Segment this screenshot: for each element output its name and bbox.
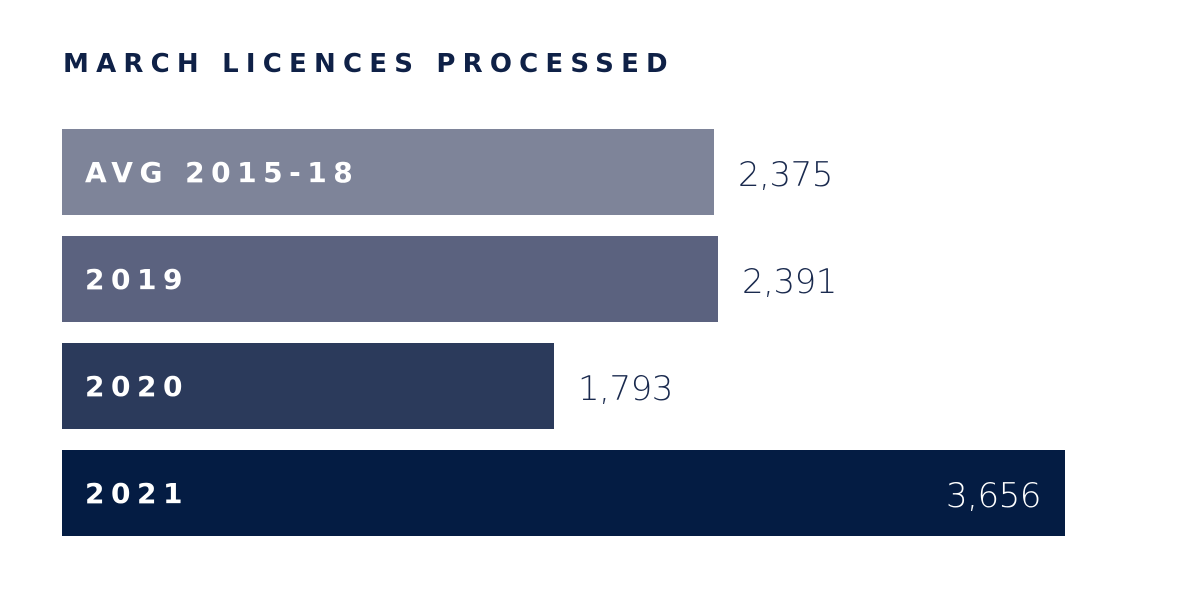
value-label: 2,391 (742, 262, 837, 302)
bar-chart-plot: AVG 2015-18 2,375 2019 2,391 2020 1,793 2021 3,… (62, 129, 1162, 539)
bar (62, 450, 1065, 536)
category-label: 2019 (85, 263, 189, 296)
bar-row: 2020 1,793 (62, 343, 1065, 429)
bar (62, 129, 714, 215)
bar (62, 236, 718, 322)
bar-row: AVG 2015-18 2,375 (62, 129, 1065, 215)
category-label: AVG 2015-18 (85, 156, 360, 189)
bar (62, 343, 554, 429)
bar-row: 2021 3,656 (62, 450, 1065, 536)
value-label: 2,375 (738, 155, 833, 195)
value-label: 3,656 (946, 476, 1041, 516)
value-label: 1,793 (578, 369, 673, 409)
category-label: 2021 (85, 477, 189, 510)
bar-row: 2019 2,391 (62, 236, 1065, 322)
chart-title: MARCH LICENCES PROCESSED (63, 49, 675, 79)
category-label: 2020 (85, 370, 189, 403)
